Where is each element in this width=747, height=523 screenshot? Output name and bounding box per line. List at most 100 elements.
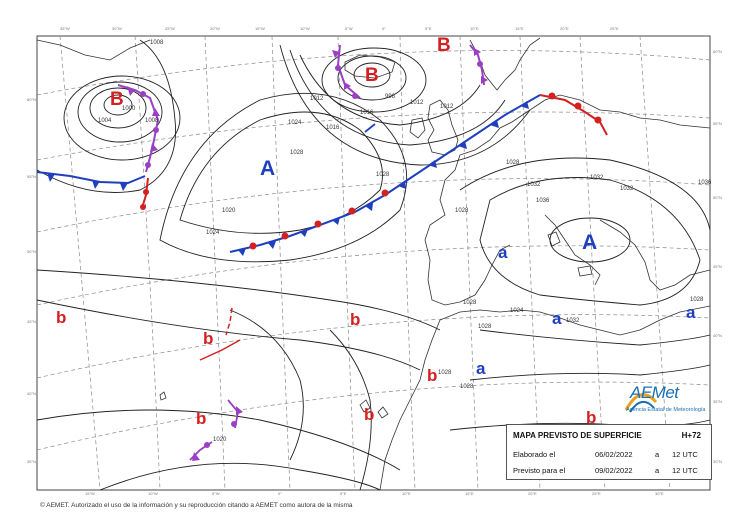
grid-tick-left: 45°N — [27, 319, 36, 324]
grid-tick-bottom: 20°E — [528, 491, 537, 496]
isobar-label: 1032 — [590, 175, 604, 181]
warm-front-semicircles — [140, 92, 602, 250]
low-center-morocco-coast: b — [427, 366, 438, 385]
grid-tick-top: 5°E — [425, 26, 432, 31]
grid-tick-right: 60°N — [713, 49, 722, 54]
low-center-central-atlantic: b — [350, 310, 361, 329]
grid-tick-right: 50°N — [713, 195, 722, 200]
high-center-atlantic: A — [260, 157, 276, 180]
legend-row-date: 06/02/2022 — [595, 450, 633, 459]
coastlines — [36, 37, 711, 491]
isobar-label: 1028 — [376, 172, 390, 178]
grid-tick-bottom: 10°E — [402, 491, 411, 496]
cold-front-triangles — [47, 101, 529, 256]
grid-tick-top: 35°W — [60, 26, 70, 31]
warm-front-east — [539, 94, 608, 136]
grid-tick-top: 25°W — [165, 26, 175, 31]
grid-tick-top: 20°E — [560, 26, 569, 31]
trough-central — [225, 307, 233, 336]
isobar-label: 1032 — [620, 186, 634, 192]
low-center-sahara: b — [586, 408, 597, 427]
legend-row-label: Elaborado el — [513, 450, 556, 459]
isobar-label: 1028 — [455, 208, 469, 214]
isobar-label: 1032 — [566, 318, 580, 324]
isobar-label: 1028 — [690, 297, 704, 303]
grid-tick-bottom: 5°E — [340, 491, 347, 496]
isobar-label: 1028 — [460, 384, 474, 390]
grid-tick-top: 20°W — [210, 26, 220, 31]
grid-tick-bottom: 15°E — [465, 491, 474, 496]
grid-tick-top: 10°E — [470, 26, 479, 31]
occluded-front-iceland — [336, 44, 361, 99]
isobar-label: 1028 — [506, 160, 520, 166]
legend-row-label: Previsto para el — [513, 466, 566, 475]
isobar-label: 1004 — [98, 118, 112, 124]
isobar-label: 1036 — [698, 180, 712, 186]
grid-tick-bottom: 25°E — [592, 491, 601, 496]
isobar-label: 1024 — [288, 120, 302, 126]
occluded-symbols — [127, 48, 488, 461]
grid-tick-bottom: 15°W — [85, 491, 95, 496]
legend-horizon: H+72 — [681, 431, 701, 440]
grid-tick-top: 10°W — [300, 26, 310, 31]
grid-tick-top: 30°W — [112, 26, 122, 31]
logo-subtitle: Agencia Estatal de Meteorología — [626, 407, 706, 413]
isobar-label: 1032 — [527, 182, 541, 188]
isobar-label: 1028 — [463, 300, 477, 306]
low-center-west-atlantic: b — [56, 308, 67, 327]
isobar-label: 1016 — [326, 125, 340, 131]
isobar-label: 1024 — [510, 308, 524, 314]
grid-tick-bottom: 5°W — [212, 491, 220, 496]
trough-mid-atlantic — [199, 339, 241, 361]
grid-tick-left: 35°N — [27, 459, 36, 464]
isobar-label: 1020 — [222, 208, 236, 214]
legend-row-time: 12 UTC — [672, 466, 698, 475]
legend-row-at: a — [655, 466, 660, 475]
grid-tick-top: 0° — [382, 26, 386, 31]
isobar-label: 1008 — [145, 118, 159, 124]
grid-tick-bottom: 30°E — [655, 491, 664, 496]
forecast-legend: MAPA PREVISTO DE SUPERFICIE H+72 Elabora… — [506, 424, 712, 480]
grid-tick-bottom: 0° — [278, 491, 282, 496]
grid-tick-left: 55°N — [27, 174, 36, 179]
isobar-label: 1016 — [360, 110, 374, 116]
high-center-east: a — [686, 303, 696, 322]
copyright-notice: © AEMET. Autorizado el uso de la informa… — [40, 502, 353, 509]
grid-tick-bottom: 10°W — [148, 491, 158, 496]
isobar-label: 1012 — [410, 100, 424, 106]
high-center-iberia: a — [498, 243, 508, 262]
grid-tick-right: 40°N — [713, 333, 722, 338]
low-center-iceland: B — [365, 65, 379, 86]
isobar-label: 1028 — [478, 324, 492, 330]
grid-tick-left: 60°N — [27, 97, 36, 102]
logo-text: AEMet — [630, 383, 679, 402]
aemet-logo-icon — [624, 393, 658, 413]
high-center-nafrica: a — [552, 309, 562, 328]
isobar-label: 1028 — [290, 150, 304, 156]
grid-tick-right: 55°N — [713, 121, 722, 126]
isobar-label: 1012 — [310, 96, 324, 102]
legend-row-time: 12 UTC — [672, 450, 698, 459]
grid-tick-top: 5°W — [345, 26, 353, 31]
legend-title: MAPA PREVISTO DE SUPERFICIE — [513, 431, 642, 440]
grid-tick-right: 35°N — [713, 399, 722, 404]
isobar-label: 1028 — [438, 370, 452, 376]
grid-tick-left: 40°N — [27, 391, 36, 396]
grid-tick-left: 50°N — [27, 249, 36, 254]
low-center-norway: B — [437, 35, 451, 56]
cold-front-west — [36, 171, 146, 185]
isobar-label: 1000 — [122, 106, 136, 112]
low-center-greenland: B — [110, 89, 124, 110]
high-center-morocco: a — [476, 359, 486, 378]
grid-tick-top: 25°E — [610, 26, 619, 31]
grid-tick-top: 15°W — [255, 26, 265, 31]
front-north-small — [364, 123, 376, 133]
isobar-label: 1008 — [150, 40, 164, 46]
grid-tick-right: 45°N — [713, 264, 722, 269]
grid-tick-top: 15°E — [515, 26, 524, 31]
legend-row-at: a — [655, 450, 660, 459]
isobar-label: 1036 — [536, 198, 550, 204]
isobar-label: 1020 — [213, 437, 227, 443]
grid-tick-right: 30°N — [713, 459, 722, 464]
